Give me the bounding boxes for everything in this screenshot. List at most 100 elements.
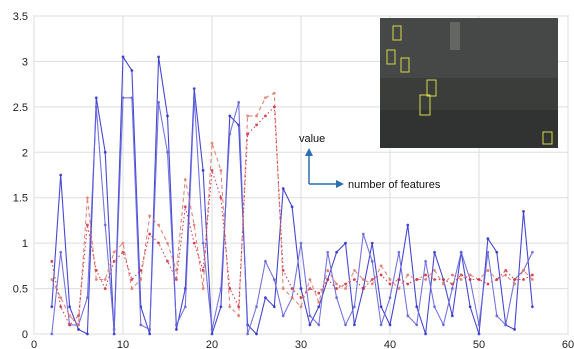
series-2-point [308,314,312,318]
series-4-point [406,282,410,286]
series-3-point [281,287,285,290]
series-3-point [50,278,54,281]
y-tick-label: 2.5 [13,102,28,114]
series-3-point [379,264,383,268]
series-1-point [406,223,410,227]
series-4-point [94,269,98,272]
series-2-point [94,105,98,109]
series-1-point [477,332,481,336]
series-2-point [433,305,436,309]
series-3-point [228,305,232,309]
series-4-point [112,259,116,263]
series-3-point [148,214,152,218]
series-3-point [513,282,516,286]
series-1-point [290,205,294,209]
series-3-point [219,169,223,172]
series-1-point [450,314,454,318]
x-tick-label: 50 [473,339,485,349]
y-tick-label: 2 [22,147,28,159]
series-3-point [112,250,116,254]
series-1-point [370,241,374,245]
x-tick-label: 30 [295,339,307,349]
series-4-point [68,323,71,327]
series-3-point [264,96,267,100]
series-1-point [388,323,392,327]
series-4-point [201,269,205,272]
series-2-point [59,250,63,254]
series-2-point [397,250,401,254]
series-4-point [77,314,80,318]
series-2-point [379,323,383,327]
series-4-point [531,273,534,277]
series-4-point [433,278,436,281]
series-2-point [86,296,89,300]
series-1-point [166,114,169,118]
series-2-point [442,323,445,327]
y-tick-label: 3.5 [13,11,28,23]
series-4-point [139,269,143,272]
inset-image [380,18,558,148]
series-3-point [192,223,196,227]
series-3-point [201,287,205,290]
series-4-point [219,196,223,200]
series-3-point [237,314,241,318]
series-1-point [94,96,98,100]
series-1-point [344,241,347,245]
series-2-point [121,96,125,100]
series-3-point [139,278,143,281]
series-1-point [513,328,516,331]
series-2-point [210,328,214,331]
series-2-point [166,150,169,154]
series-1-point [317,305,321,309]
series-4-point [157,241,161,245]
series-4-point [210,169,214,172]
y-tick-label: 1 [22,238,28,250]
series-1-point [112,332,116,336]
series-4-point [361,287,365,290]
series-3-point [424,278,427,281]
series-1-point [335,250,338,254]
series-4-point [326,278,330,281]
series-3-point [361,278,365,281]
series-3-point [255,114,258,118]
series-4-point [192,241,196,245]
series-2-point [361,232,365,236]
annotation-features-label: number of features [348,179,441,191]
series-4-point [415,278,419,281]
series-4-point [513,278,516,281]
annotation-arrowhead-up [305,148,313,156]
series-2-point [486,250,490,254]
series-3-point [94,278,98,281]
series-4-point [344,282,347,286]
series-4-point [121,250,125,254]
series-1-point [531,305,534,309]
series-3-point [121,241,125,245]
series-4-point [148,232,152,236]
series-4-point [130,278,134,281]
series-1-point [86,332,89,336]
series-2-point [388,296,392,300]
series-2-point [504,323,508,327]
series-2-point [192,96,196,100]
series-4-point [228,287,232,290]
series-3-point [130,287,134,290]
series-4-point [424,273,427,277]
series-3-point [531,278,534,281]
series-4-point [272,105,276,109]
series-1-point [192,87,196,91]
series-2-point [139,323,143,327]
series-4-point [86,223,89,227]
series-1-point [157,55,161,59]
series-2-point [531,250,534,254]
series-4-point [281,269,285,272]
series-1-point [308,323,312,327]
series-3-point [397,287,401,290]
series-4-point [504,269,508,272]
series-2-point [281,314,285,318]
series-2-point [183,305,187,309]
series-4-point [264,114,267,118]
series-2-point [130,96,134,100]
x-tick-label: 10 [117,339,129,349]
series-2-point [264,259,267,263]
